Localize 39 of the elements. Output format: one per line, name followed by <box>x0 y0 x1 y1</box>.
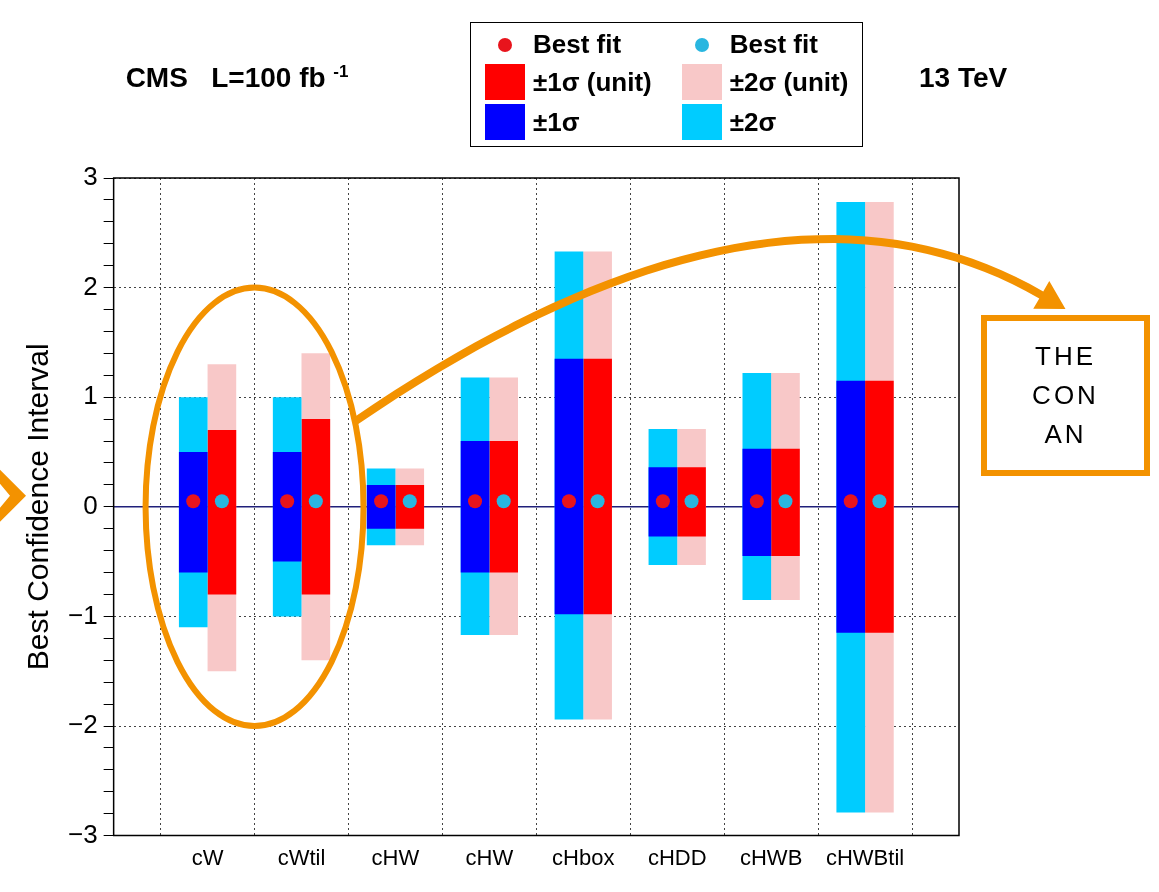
y-tick-label: 3 <box>83 161 98 192</box>
bar <box>301 419 331 595</box>
bar <box>742 448 772 557</box>
bar <box>771 448 800 557</box>
x-tick-label: cWtil <box>277 844 326 870</box>
y-tick-label: −2 <box>67 709 98 740</box>
bar <box>677 467 706 537</box>
x-tick-label: cHW <box>465 844 514 870</box>
bar <box>865 380 894 633</box>
x-tick-label: cHbox <box>552 844 615 870</box>
legend-label: ±1σ (unit) <box>533 66 652 98</box>
x-tick-label: cW <box>191 844 224 870</box>
bar <box>554 358 584 615</box>
bar <box>272 452 302 562</box>
y-axis-title: Best Confidence Interval <box>21 343 55 671</box>
y-tick-label: 2 <box>83 270 98 301</box>
x-tick-label: cHWB <box>739 844 803 870</box>
x-tick-label: cHWBtil <box>825 844 905 870</box>
legend-label: ±2σ (unit) <box>729 66 849 98</box>
y-tick-label: 0 <box>83 489 98 520</box>
x-tick-label: cHDD <box>647 844 707 870</box>
y-tick-label: −1 <box>67 599 98 630</box>
y-tick-label: 1 <box>83 380 98 411</box>
text: 13 TeV <box>919 62 1008 94</box>
bar <box>207 430 237 595</box>
legend-label: ±1σ <box>533 106 580 138</box>
bar <box>583 358 612 615</box>
legend-label: Best fit <box>533 29 622 60</box>
legend-label: Best fit <box>729 29 818 60</box>
y-tick-label: −3 <box>67 818 98 849</box>
bar <box>178 452 208 573</box>
legend-label: ±2σ <box>729 106 777 138</box>
x-tick-label: cHW <box>371 844 420 870</box>
text: THE CON AN <box>981 315 1150 476</box>
bar <box>648 467 678 537</box>
bar <box>460 441 490 573</box>
bar <box>836 380 866 633</box>
chart-title: CMS L=100 fb $^{-1}$ <box>125 62 349 95</box>
bar <box>489 441 519 573</box>
